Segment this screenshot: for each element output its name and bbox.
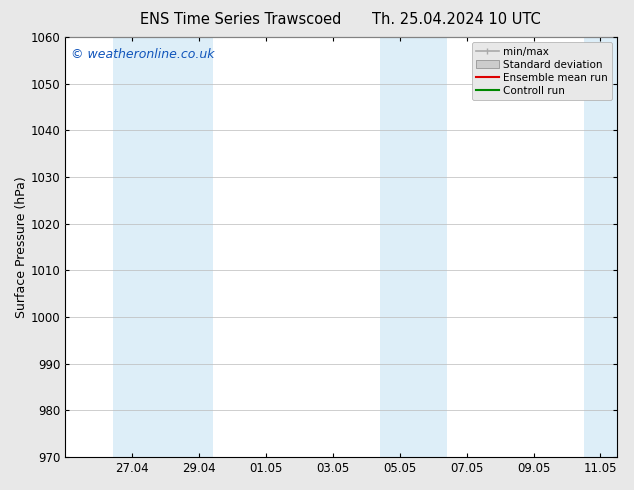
Text: © weatheronline.co.uk: © weatheronline.co.uk [71, 48, 214, 61]
Bar [380, 37, 447, 457]
Y-axis label: Surface Pressure (hPa): Surface Pressure (hPa) [15, 176, 28, 318]
Bar [584, 37, 617, 457]
Bar [113, 37, 213, 457]
Text: ENS Time Series Trawscoed: ENS Time Series Trawscoed [140, 12, 342, 27]
Text: Th. 25.04.2024 10 UTC: Th. 25.04.2024 10 UTC [372, 12, 541, 27]
Legend: min/max, Standard deviation, Ensemble mean run, Controll run: min/max, Standard deviation, Ensemble me… [472, 42, 612, 100]
